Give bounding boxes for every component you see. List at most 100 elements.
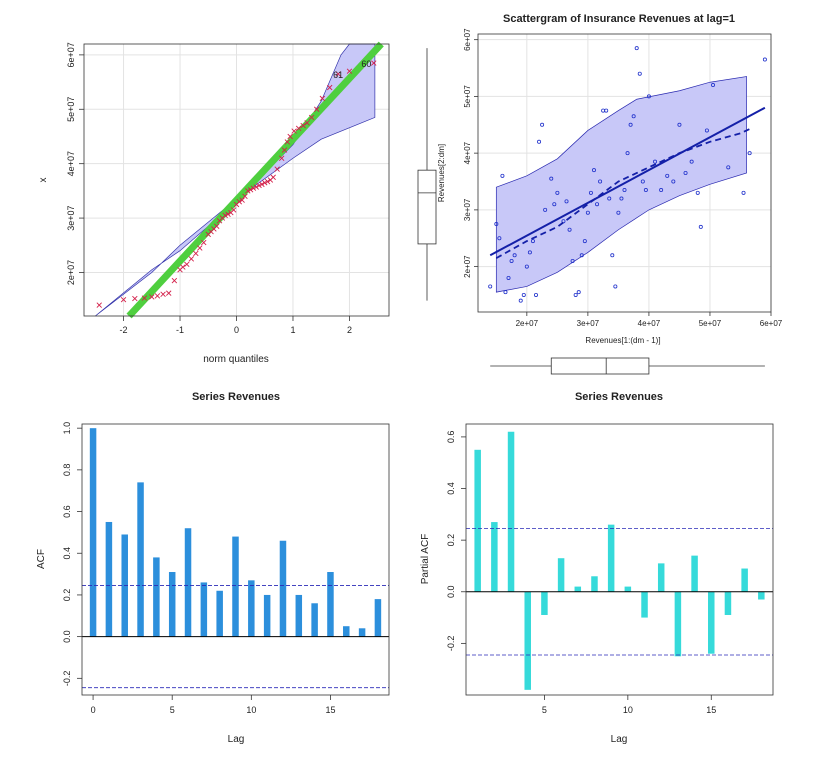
qq-point-stroke-b (171, 277, 178, 284)
acf-reference-lines (82, 585, 389, 689)
qq-point-22 (222, 212, 228, 219)
qq-ytick-label-1: 3e+07 (66, 205, 76, 230)
qq-point-1 (120, 296, 127, 303)
qq-point-stroke-b (346, 68, 353, 74)
acf-bar-4 (153, 557, 160, 637)
qq-point-53 (335, 71, 341, 77)
pacf-ytick-label-3: 0.4 (446, 482, 456, 495)
acf-bar-0 (89, 428, 97, 637)
lag-point-10 (524, 264, 529, 269)
qq-point-stroke-b (197, 245, 203, 251)
pacf-bar-6 (574, 586, 582, 592)
pacf-bar-1 (491, 522, 498, 592)
lag-point-47 (643, 188, 648, 193)
qq-x-axis-label: norm quantiles (203, 354, 269, 365)
qq-point-stroke-b (284, 139, 291, 145)
lag-xtick-label-4: 6e+07 (760, 319, 783, 328)
qq-xtick-label-4: 2 (347, 325, 352, 335)
qq-point-stroke-b (250, 185, 257, 191)
lag-y-axis-label: Revenues[2:dm] (437, 144, 446, 202)
acf-bar-15 (327, 572, 334, 637)
lag-point-21 (564, 199, 569, 204)
qq-point-46 (295, 125, 302, 132)
lag-point-13 (533, 292, 538, 297)
acf-ytick-label-0: -0.2 (62, 671, 72, 687)
qq-ytick-label-0: 2e+07 (66, 260, 76, 285)
lag-point-5 (506, 275, 511, 280)
qq-point-stroke-b (270, 174, 276, 180)
pacf-x-ticks: 5 10 15 (542, 695, 716, 715)
lag-xtick-label-2: 4e+07 (638, 319, 661, 328)
pacf-bar-13 (691, 555, 698, 592)
pacf-reference-lines (466, 528, 773, 656)
qq-x-ticks: -2 -1 0 1 2 (120, 316, 352, 335)
qq-point-41 (278, 155, 285, 161)
lag-point-50 (659, 188, 664, 193)
acf-bar-8 (216, 590, 223, 637)
lag-point-41 (625, 151, 630, 156)
qq-point-stroke-b (166, 290, 172, 296)
qq-point-label-1: 60 (361, 59, 371, 69)
qq-point-12 (188, 256, 195, 262)
lag-xtick-label-0: 2e+07 (516, 319, 539, 328)
lag-fit-lines (489, 106, 766, 259)
lag-point-0 (488, 284, 493, 289)
qq-point-40 (274, 166, 280, 172)
qq-point-52 (326, 84, 333, 91)
qq-point-3 (141, 295, 148, 301)
lag-point-58 (704, 128, 709, 133)
qq-point-0 (96, 302, 102, 308)
acf-ytick-label-3: 0.4 (62, 547, 72, 560)
qq-gridlines (84, 44, 389, 316)
lag-point-28 (585, 210, 590, 215)
pacf-bar-16 (741, 568, 748, 592)
qq-ref-line (126, 41, 384, 319)
qq-point-stroke-b (239, 197, 245, 203)
qq-point-5 (154, 293, 161, 299)
qq-point-39 (270, 174, 276, 180)
acf-bar-17 (358, 628, 366, 637)
lag-points (488, 46, 767, 303)
qq-point-stroke-b (256, 182, 262, 189)
acf-bar-1 (105, 521, 113, 637)
pacf-bar-10 (641, 591, 648, 618)
qq-point-stroke-b (214, 223, 220, 229)
lag-point-55 (689, 159, 694, 164)
lag-ytick-label-1: 3e+07 (463, 198, 472, 221)
lag-point-62 (747, 151, 752, 156)
lag-point-26 (579, 253, 584, 258)
pacf-bar-12 (674, 591, 682, 657)
qq-plot-panel: 61 60 -2 -1 0 1 2 2e+07 3e+07 4e+07 5e+07 6e+07 n… (38, 41, 437, 365)
qq-point-stroke-b (308, 114, 315, 121)
lag-boxplot-horizontal (490, 357, 765, 375)
acf-ytick-label-5: 0.8 (62, 464, 72, 477)
qq-point-50 (313, 106, 320, 112)
qq-point-stroke-b (335, 71, 341, 77)
acf-bar-13 (295, 594, 303, 637)
qq-xtick-label-1: -1 (176, 325, 184, 335)
qq-confidence-band (95, 43, 376, 317)
qq-point-55 (371, 60, 377, 66)
qq-point-stroke-b (154, 293, 161, 299)
lag-point-61 (741, 190, 746, 195)
qq-point-stroke-b (259, 181, 265, 188)
lag-point-38 (616, 210, 621, 215)
qq-point-8 (171, 277, 178, 284)
qq-point-51 (319, 95, 326, 102)
qq-point-30 (245, 188, 251, 194)
qq-point-13 (193, 250, 199, 257)
pacf-bar-15 (724, 591, 732, 615)
lag-point-51 (665, 173, 670, 178)
qq-y-ticks: 2e+07 3e+07 4e+07 5e+07 6e+07 (66, 42, 84, 285)
acf-plot-frame (81, 423, 390, 696)
acf-bar-12 (279, 540, 287, 637)
lag-point-60 (726, 165, 731, 170)
acf-bars (89, 428, 382, 637)
qq-point-32 (250, 185, 257, 191)
pacf-y-ticks: -0.2 0.0 0.2 0.4 0.6 (446, 431, 466, 651)
qq-point-35 (259, 181, 265, 188)
lag-point-37 (613, 284, 618, 289)
lag-plot-title: Scattergram of Insurance Revenues at lag… (503, 13, 735, 25)
qq-point-54 (346, 68, 353, 74)
lag-point-24 (573, 292, 578, 297)
